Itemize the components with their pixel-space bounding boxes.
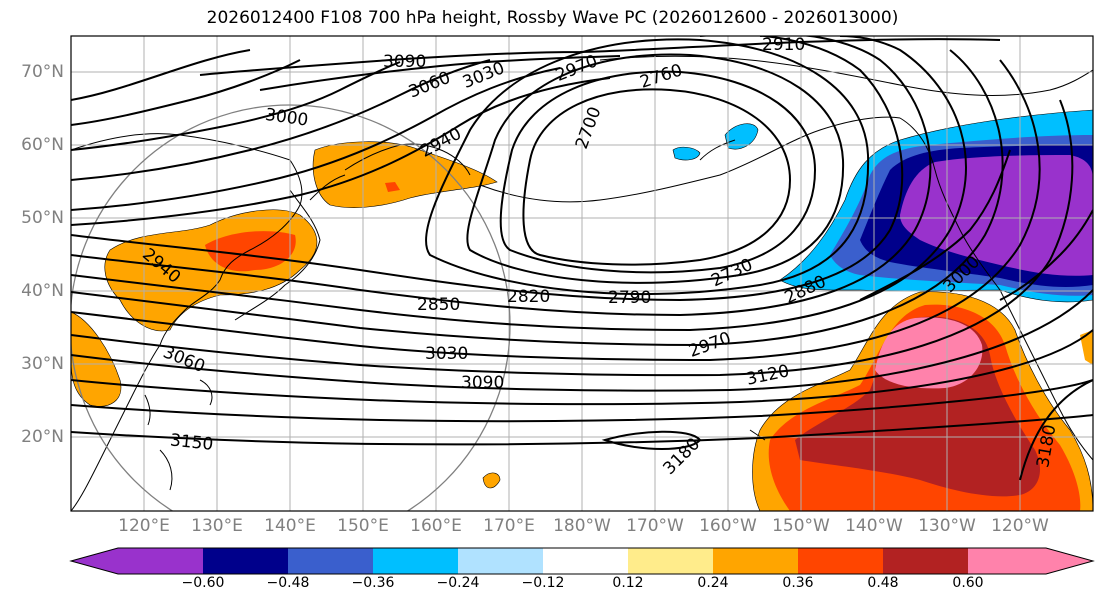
gridlines bbox=[71, 36, 1093, 511]
contour-label: 2790 bbox=[608, 288, 651, 308]
lon-label: 170°W bbox=[626, 516, 684, 536]
colorbar-extend-high bbox=[1046, 548, 1093, 574]
colorbar-segment bbox=[118, 548, 203, 574]
lon-label: 120°E bbox=[118, 516, 170, 536]
colorbar-segment bbox=[288, 548, 373, 574]
colorbar-tick-label: 0.48 bbox=[867, 575, 899, 591]
colorbar bbox=[69, 547, 1095, 575]
colorbar-segment bbox=[203, 548, 288, 574]
colorbar-segment bbox=[628, 548, 713, 574]
lat-label: 30°N bbox=[21, 354, 64, 374]
lat-label: 40°N bbox=[21, 281, 64, 301]
contour-label: 2850 bbox=[417, 295, 460, 315]
colorbar-tick-label: 0.24 bbox=[697, 575, 729, 591]
contour-label: 3030 bbox=[425, 344, 468, 364]
colorbar-outline bbox=[69, 547, 1095, 575]
colorbar-tick-label: 0.36 bbox=[782, 575, 814, 591]
colorbar-segment bbox=[883, 548, 968, 574]
contour-label: 2820 bbox=[507, 287, 550, 307]
lon-label: 120°W bbox=[991, 516, 1049, 536]
colorbar-extend-low bbox=[71, 548, 118, 574]
lon-label: 130°W bbox=[918, 516, 976, 536]
height-contours bbox=[71, 36, 1093, 481]
map-title: 2026012400 F108 700 hPa height, Rossby W… bbox=[206, 8, 899, 28]
lon-label: 180°W bbox=[553, 516, 611, 536]
lon-label: 160°W bbox=[699, 516, 757, 536]
colorbar-segment bbox=[373, 548, 458, 574]
contour-label: 3090 bbox=[461, 373, 504, 393]
colorbar-tick-label: −0.48 bbox=[266, 575, 310, 591]
map-frame bbox=[70, 35, 1094, 512]
colorbar-segment bbox=[458, 548, 543, 574]
lat-label: 20°N bbox=[21, 427, 64, 447]
lat-label: 60°N bbox=[21, 135, 64, 155]
colorbar-segment bbox=[798, 548, 883, 574]
lon-label: 170°E bbox=[483, 516, 535, 536]
lon-label: 160°E bbox=[410, 516, 462, 536]
positive-anomaly-east bbox=[752, 291, 1093, 511]
lon-label: 150°W bbox=[772, 516, 830, 536]
colorbar-tick-label: 0.12 bbox=[612, 575, 644, 591]
lon-label: 140°E bbox=[264, 516, 316, 536]
colorbar-tick-label: −0.36 bbox=[351, 575, 395, 591]
lon-label: 130°E bbox=[191, 516, 243, 536]
contour-label: 3150 bbox=[169, 430, 214, 454]
colorbar-segment bbox=[543, 548, 628, 574]
colorbar-tick-label: −0.12 bbox=[521, 575, 565, 591]
coastlines bbox=[71, 55, 1093, 511]
colorbar-tick-label: −0.24 bbox=[436, 575, 480, 591]
colorbar-tick-label: 0.60 bbox=[952, 575, 984, 591]
lat-label: 50°N bbox=[21, 208, 64, 228]
colorbar-tick-label: −0.60 bbox=[181, 575, 225, 591]
colorbar-segment bbox=[713, 548, 798, 574]
lat-label: 70°N bbox=[21, 62, 64, 82]
contour-label: 2910 bbox=[762, 35, 805, 55]
colorbar-segment bbox=[968, 548, 1046, 574]
lon-label: 140°W bbox=[845, 516, 903, 536]
lon-label: 150°E bbox=[337, 516, 389, 536]
contour-label: 3090 bbox=[383, 52, 426, 72]
